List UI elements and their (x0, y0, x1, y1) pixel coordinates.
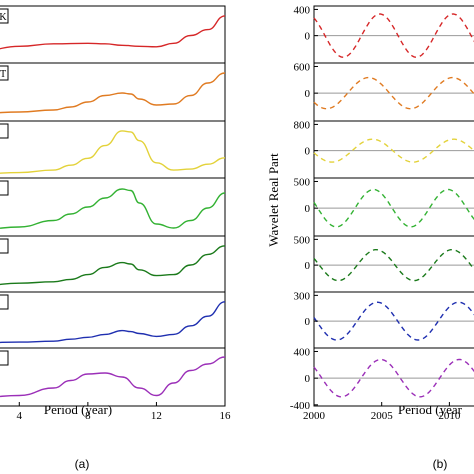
series-line-b-2 (313, 76, 474, 110)
y-tick-label-b: 600 (294, 61, 311, 73)
panel-a-global-wavelet: K T 4 8 12 16 (0, 5, 232, 422)
x-tick-label-a: 16 (220, 410, 232, 422)
series-tag-box (0, 180, 9, 196)
subplot-frame (313, 235, 474, 293)
y-tick-label-b: 0 (305, 31, 311, 43)
subplot-frame (313, 120, 474, 179)
x-tick-label-b: 2010 (438, 410, 461, 422)
panel-b-subplot-5: 500 0 (294, 234, 474, 293)
series-tag-box (0, 65, 9, 81)
x-tick-label-a: 12 (151, 410, 162, 422)
series-tag-box (0, 350, 9, 366)
series-line-a-2 (0, 72, 226, 114)
subplot-frame (313, 291, 474, 349)
series-line-b-7 (313, 358, 474, 398)
panel-a-x-axis-title: Period (year) (44, 402, 112, 417)
x-tick-label-a: 4 (17, 410, 23, 422)
subplot-frame (313, 177, 474, 237)
y-tick-label-b: 300 (294, 290, 311, 302)
series-tag-label: K (0, 12, 7, 23)
y-tick-label-b: 0 (305, 88, 311, 100)
subplot-frame (0, 235, 226, 293)
panel-a-subplot-1: K (0, 5, 226, 64)
panel-b-subplot-3: 800 0 (294, 119, 474, 179)
y-tick-label-b: 0 (305, 373, 311, 385)
panel-a-subplot-2: T (0, 62, 226, 122)
y-tick-label-b: 400 (294, 4, 311, 16)
y-tick-label-b: 0 (305, 260, 311, 272)
series-line-a-4 (0, 188, 226, 229)
panel-b-subplot-6: 300 0 (294, 290, 474, 349)
panel-a-subplot-5 (0, 235, 226, 293)
panel-b-subplot-7: 400 0 -400 (290, 346, 474, 412)
y-tick-label-b: 500 (294, 234, 311, 246)
panel-b-subplot-4: 500 0 (294, 176, 474, 237)
series-tag-box (0, 294, 9, 310)
series-line-b-5 (313, 249, 474, 282)
y-tick-label-b: 800 (294, 119, 311, 131)
series-line-a-7 (0, 356, 226, 398)
series-tag-box (0, 238, 9, 254)
panel-b-subplot-2: 600 0 (294, 61, 474, 122)
subplot-frame (313, 62, 474, 122)
panel-b-x-axis-title: Period (year (398, 402, 463, 417)
panel-a-subplot-4 (0, 177, 226, 237)
panel-b-subplot-1: 400 0 (294, 4, 474, 64)
x-tick-label-a: 8 (85, 410, 91, 422)
x-tick-label-b: 2000 (303, 410, 326, 422)
series-line-a-6 (0, 301, 226, 344)
panel-a-subplot-3 (0, 120, 226, 179)
series-line-a-3 (0, 130, 226, 174)
panel-a-subplot-6 (0, 291, 226, 349)
panel-b-y-axis-title: Wavelet Real Part (266, 153, 281, 247)
series-tag-box (0, 8, 9, 24)
series-tag-box (0, 123, 9, 139)
subplot-frame (0, 62, 226, 122)
x-tick-label-b: 2005 (371, 410, 394, 422)
panel-a-letter: (a) (75, 457, 90, 471)
series-line-a-1 (0, 15, 226, 50)
subplot-frame (0, 291, 226, 349)
panel-b-letter: (b) (433, 457, 448, 471)
subplot-frame (0, 347, 226, 407)
series-line-a-5 (0, 245, 226, 286)
series-tag-label: T (0, 69, 6, 80)
subplot-frame (0, 5, 226, 64)
y-tick-label-b: 0 (305, 146, 311, 158)
y-tick-label-b: -400 (290, 400, 311, 412)
y-tick-label-b: 400 (294, 346, 311, 358)
subplot-frame (0, 177, 226, 237)
series-line-b-6 (313, 301, 474, 341)
series-line-b-1 (313, 13, 474, 58)
y-tick-label-b: 500 (294, 176, 311, 188)
subplot-frame (313, 5, 474, 64)
panel-a-subplot-7 (0, 347, 226, 407)
y-tick-label-b: 0 (305, 316, 311, 328)
subplot-frame (313, 347, 474, 407)
y-tick-label-b: 0 (305, 203, 311, 215)
